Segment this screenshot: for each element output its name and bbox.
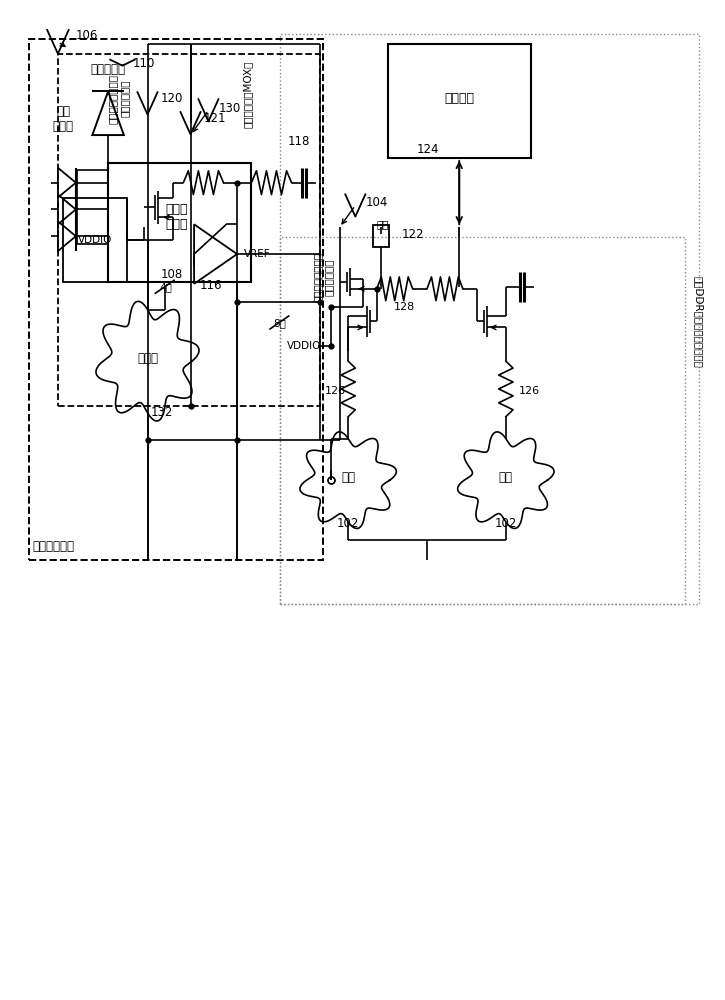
Text: 124: 124 [416,143,439,156]
Text: 逻辑: 逻辑 [341,471,355,484]
Text: 类似DDR的输入人输出驱动器: 类似DDR的输入人输出驱动器 [693,276,703,367]
Text: VREF: VREF [244,249,271,259]
Text: 116: 116 [199,279,222,292]
Bar [108,163,252,282]
Text: 102: 102 [494,517,517,530]
Text: 102: 102 [337,517,360,530]
Bar [388,44,531,158]
Text: VDDIO: VDDIO [287,341,322,351]
Text: 120: 120 [160,92,183,105]
Text: 106: 106 [76,29,98,42]
Bar [78,170,108,244]
Bar [63,198,128,282]
Text: 132: 132 [151,406,173,419]
Bar [373,225,389,247]
Text: 状态机: 状态机 [137,352,158,365]
Text: 本体偏置校准: 本体偏置校准 [33,540,75,553]
Text: 104: 104 [366,196,389,209]
Text: 二进制加权输入人
输出驱动器组: 二进制加权输入人 输出驱动器组 [108,74,130,124]
Bar [29,39,323,560]
Bar [58,54,320,406]
Text: 126: 126 [518,386,540,396]
Bar [280,34,700,604]
Text: 逻辑: 逻辑 [499,471,513,484]
Text: 外墨: 外墨 [377,219,389,229]
Text: 128: 128 [394,302,415,312]
Text: 108: 108 [160,268,183,281]
Text: 8位: 8位 [273,318,286,328]
Text: 过程
监控器: 过程 监控器 [52,105,73,133]
Text: VDDIO: VDDIO [78,235,112,245]
Bar [280,237,685,604]
Text: 4位: 4位 [159,282,172,292]
Text: 外部电阶器（MOX）: 外部电阶器（MOX） [243,61,253,128]
Text: 外部装置: 外部装置 [444,92,474,105]
Text: 温度传感器: 温度传感器 [91,63,125,76]
Text: 126: 126 [325,386,346,396]
Text: 118: 118 [287,135,310,148]
Text: 110: 110 [133,57,156,70]
Text: 二进制加权输入人
输出驱动器组: 二进制加权输入人 输出驱动器组 [312,252,334,302]
Text: 121: 121 [204,112,226,125]
Text: 122: 122 [402,228,424,241]
Text: 130: 130 [219,102,241,115]
Text: 后偏置
生成器: 后偏置 生成器 [165,203,188,231]
